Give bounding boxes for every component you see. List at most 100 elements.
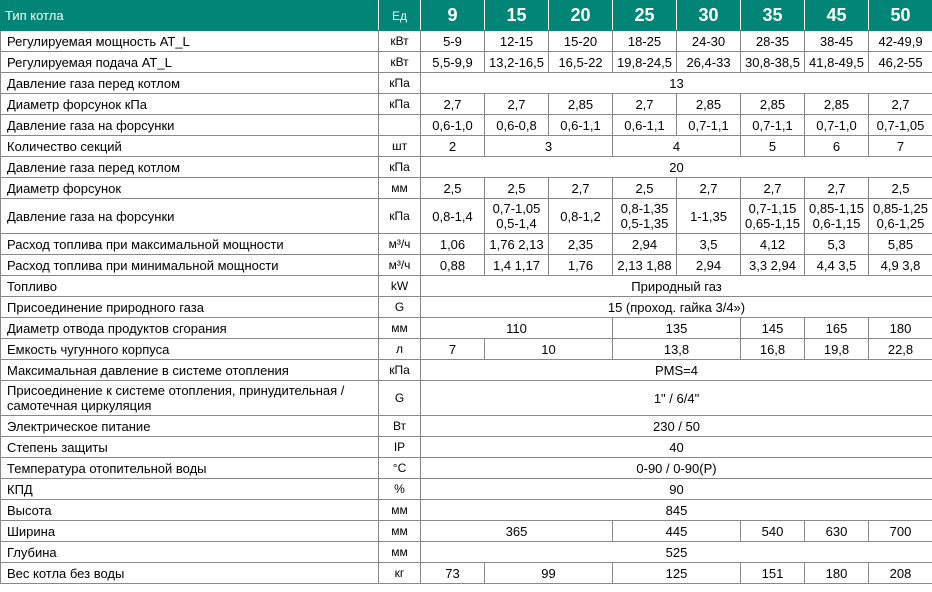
row-label: Регулируемая мощность АТ_L xyxy=(1,31,379,52)
cell-value: 2,7 xyxy=(549,178,613,199)
row-label: Расход топлива при минимальной мощности xyxy=(1,255,379,276)
cell-value: 0-90 / 0-90(Р) xyxy=(421,458,932,479)
row-label: Давление газа на форсунки xyxy=(1,115,379,136)
row-label: Количество секций xyxy=(1,136,379,157)
header-model: 45 xyxy=(805,1,869,31)
cell-value: 13,8 xyxy=(613,339,741,360)
cell-value: 28-35 xyxy=(741,31,805,52)
table-row: Расход топлива при максимальной мощности… xyxy=(1,234,932,255)
cell-value: 1" / 6/4" xyxy=(421,381,932,416)
cell-value: 125 xyxy=(613,563,741,584)
cell-value: 0,8-1,4 xyxy=(421,199,485,234)
cell-value: 2,85 xyxy=(741,94,805,115)
row-label: Топливо xyxy=(1,276,379,297)
table-row: Количество секцийшт234567 xyxy=(1,136,932,157)
cell-value: 0,8-1,2 xyxy=(549,199,613,234)
cell-value: 2,85 xyxy=(677,94,741,115)
header-model: 25 xyxy=(613,1,677,31)
header-model: 50 xyxy=(869,1,932,31)
cell-value: 3,3 2,94 xyxy=(741,255,805,276)
row-unit: Вт xyxy=(379,416,421,437)
cell-value: 1,06 xyxy=(421,234,485,255)
row-label: Максимальная давление в системе отоплени… xyxy=(1,360,379,381)
cell-value: 2,85 xyxy=(805,94,869,115)
cell-value: 4 xyxy=(613,136,741,157)
cell-value: 0,7-1,05 xyxy=(869,115,932,136)
cell-value: 180 xyxy=(805,563,869,584)
cell-value: 630 xyxy=(805,521,869,542)
cell-value: 0,6-1,0 xyxy=(421,115,485,136)
cell-value: PMS=4 xyxy=(421,360,932,381)
cell-value: 4,9 3,8 xyxy=(869,255,932,276)
cell-value: 5 xyxy=(741,136,805,157)
row-label: Глубина xyxy=(1,542,379,563)
cell-value: 0,7-1,0 xyxy=(805,115,869,136)
row-label: КПД xyxy=(1,479,379,500)
cell-value: 5,85 xyxy=(869,234,932,255)
table-row: Регулируемая мощность АТ_LкВт5-912-1515-… xyxy=(1,31,932,52)
cell-value: 230 / 50 xyxy=(421,416,932,437)
table-row: Диаметр форсунокмм2,52,52,72,52,72,72,72… xyxy=(1,178,932,199)
cell-value: 2,7 xyxy=(677,178,741,199)
row-label: Степень защиты xyxy=(1,437,379,458)
row-unit: мм xyxy=(379,542,421,563)
cell-value: 41,8-49,5 xyxy=(805,52,869,73)
table-row: Степень защитыIP40 xyxy=(1,437,932,458)
row-label: Диаметр форсунок xyxy=(1,178,379,199)
cell-value: 1,4 1,17 xyxy=(485,255,549,276)
cell-value: 1,76 xyxy=(549,255,613,276)
cell-value: 2,5 xyxy=(485,178,549,199)
row-label: Электрическое питание xyxy=(1,416,379,437)
row-unit: мм xyxy=(379,178,421,199)
cell-value: 165 xyxy=(805,318,869,339)
cell-value: 700 xyxy=(869,521,932,542)
cell-value: 1-1,35 xyxy=(677,199,741,234)
table-row: Диаметр форсунок кПакПа2,72,72,852,72,85… xyxy=(1,94,932,115)
header-model: 15 xyxy=(485,1,549,31)
table-row: Электрическое питаниеВт230 / 50 xyxy=(1,416,932,437)
table-row: Емкость чугунного корпусал71013,816,819,… xyxy=(1,339,932,360)
cell-value: 0,7-1,1 xyxy=(741,115,805,136)
cell-value: 151 xyxy=(741,563,805,584)
row-unit: кг xyxy=(379,563,421,584)
cell-value: 2,7 xyxy=(805,178,869,199)
row-unit: кПа xyxy=(379,157,421,178)
row-unit: кПа xyxy=(379,360,421,381)
cell-value: 0,85-1,15 0,6-1,15 xyxy=(805,199,869,234)
row-label: Диаметр отвода продуктов сгорания xyxy=(1,318,379,339)
cell-value: 2 xyxy=(421,136,485,157)
cell-value: 15-20 xyxy=(549,31,613,52)
row-label: Высота xyxy=(1,500,379,521)
cell-value: 19,8 xyxy=(805,339,869,360)
cell-value: 1,76 2,13 xyxy=(485,234,549,255)
row-unit: % xyxy=(379,479,421,500)
row-unit: кПа xyxy=(379,94,421,115)
row-unit: л xyxy=(379,339,421,360)
row-unit: кВт xyxy=(379,31,421,52)
row-label: Вес котла без воды xyxy=(1,563,379,584)
cell-value: 13,2-16,5 xyxy=(485,52,549,73)
row-unit: G xyxy=(379,297,421,318)
table-row: Вес котла без водыкг7399125151180208 xyxy=(1,563,932,584)
cell-value: 0,7-1,05 0,5-1,4 xyxy=(485,199,549,234)
cell-value: 0,6-1,1 xyxy=(549,115,613,136)
cell-value: 2,94 xyxy=(677,255,741,276)
table-row: Присоединение к системе отопления, прину… xyxy=(1,381,932,416)
row-label: Давление газа перед котлом xyxy=(1,73,379,94)
row-unit: кПа xyxy=(379,73,421,94)
table-row: Температура отопительной воды°C0-90 / 0-… xyxy=(1,458,932,479)
row-unit: шт xyxy=(379,136,421,157)
row-label: Присоединение природного газа xyxy=(1,297,379,318)
cell-value: 99 xyxy=(485,563,613,584)
cell-value: 5,3 xyxy=(805,234,869,255)
cell-value: 525 xyxy=(421,542,932,563)
table-body: Регулируемая мощность АТ_LкВт5-912-1515-… xyxy=(1,31,932,584)
row-unit: м³/ч xyxy=(379,234,421,255)
row-label: Температура отопительной воды xyxy=(1,458,379,479)
cell-value: 135 xyxy=(613,318,741,339)
cell-value: 46,2-55 xyxy=(869,52,932,73)
row-unit xyxy=(379,115,421,136)
cell-value: 0,7-1,15 0,65-1,15 xyxy=(741,199,805,234)
cell-value: 2,94 xyxy=(613,234,677,255)
header-label: Тип котла xyxy=(1,1,379,31)
